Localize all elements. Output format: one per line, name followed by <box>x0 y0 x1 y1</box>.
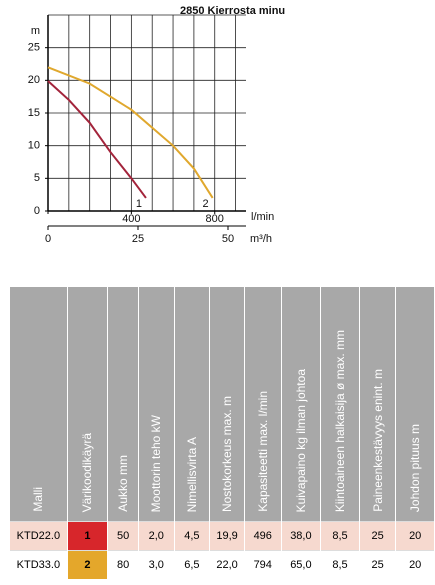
table-cell: 496 <box>244 521 282 551</box>
table-cell: 2 <box>67 550 109 579</box>
x2-axis-label: m³/h <box>250 233 272 245</box>
x2-tick-label: 0 <box>45 233 51 245</box>
header-text: Moottorin teho kW <box>149 414 164 512</box>
column-header: Värikoodikäyrä <box>67 287 109 522</box>
table-cell: 65,0 <box>281 550 322 579</box>
table-cell: 19,9 <box>209 521 245 551</box>
table-cell: 8,5 <box>320 550 360 579</box>
table-cell: 2,0 <box>138 521 175 551</box>
column-header: Malli <box>10 287 68 522</box>
header-text: Nostokorkeus max. m <box>220 395 235 512</box>
header-text: Nimellisvirta A <box>184 436 199 512</box>
table-cell: 22,0 <box>209 550 245 579</box>
table-cell: 25 <box>359 521 397 551</box>
curve-label: 1 <box>136 198 142 210</box>
chart: 0 5 10 15 20 25 400 800 0 25 50 m l/min m³/h 2850 Kier… <box>28 5 285 245</box>
y-tick-label: 25 <box>28 42 40 54</box>
column-header: Paineenkestävyys enint. m <box>359 287 397 522</box>
curve <box>47 66 214 199</box>
table-cell: 1 <box>67 521 109 551</box>
table-row: KTD33.0 2 80 3,0 6,5 22,0 794 65,0 8,5 25 20 <box>10 550 435 579</box>
table-cell: 3,0 <box>138 550 175 579</box>
y-tick-label: 5 <box>34 172 40 184</box>
x2-tick-label: 25 <box>132 233 144 245</box>
column-header: Moottorin teho kW <box>138 287 175 522</box>
x-tick-label: 800 <box>206 213 224 225</box>
table-cell: 20 <box>395 550 435 579</box>
table-cell: 25 <box>359 550 397 579</box>
y-tick-label: 15 <box>28 107 40 119</box>
header-text: Värikoodikäyrä <box>80 432 95 512</box>
table-cell: 50 <box>107 521 139 551</box>
table-cell: 80 <box>107 550 139 579</box>
table-cell: 8,5 <box>320 521 360 551</box>
header-text: Kuivapaino kg ilman johtoa <box>293 368 308 512</box>
column-header: Nimellisvirta A <box>174 287 211 522</box>
table-cell: 38,0 <box>281 521 322 551</box>
table-cell: KTD22.0 <box>10 521 68 551</box>
curve-label: 2 <box>203 198 209 210</box>
column-header: Kapasiteetti max. l/min <box>244 287 282 522</box>
x-tick-label: 400 <box>122 213 140 225</box>
header-text: Aukko mm <box>116 455 131 512</box>
column-header: Aukko mm <box>107 287 139 522</box>
table-cell: 20 <box>395 521 435 551</box>
column-header: Kiintoaineen halkaisija ø max. mm <box>320 287 360 522</box>
chart-title: 2850 Kierrosta minu <box>180 5 285 17</box>
y-tick-label: 20 <box>28 74 40 86</box>
x-axis-label: l/min <box>251 211 274 223</box>
table-cell: KTD33.0 <box>10 550 68 579</box>
table-cell: 6,5 <box>174 550 211 579</box>
y-axis-label: m <box>31 25 40 37</box>
y-tick-label: 10 <box>28 140 40 152</box>
header-text: Kapasiteetti max. l/min <box>255 391 270 512</box>
header-text: Johdon pituus m <box>408 423 423 512</box>
x2-tick-label: 50 <box>222 233 234 245</box>
header-text: Paineenkestävyys enint. m <box>370 369 385 512</box>
table-cell: 794 <box>244 550 282 579</box>
table-cell: 4,5 <box>174 521 211 551</box>
curve <box>47 80 147 199</box>
column-header: Kuivapaino kg ilman johtoa <box>281 287 322 522</box>
header-text: Kiintoaineen halkaisija ø max. mm <box>333 329 348 512</box>
column-header: Nostokorkeus max. m <box>209 287 245 522</box>
y-tick-label: 0 <box>34 205 40 217</box>
header-text: Malli <box>31 487 46 512</box>
column-header: Johdon pituus m <box>395 287 435 522</box>
table-row: KTD22.0 1 50 2,0 4,5 19,9 496 38,0 8,5 25 20 <box>10 521 435 551</box>
spec-table: Malli Värikoodikäyrä Aukko mm Moottorin teh… <box>10 287 435 579</box>
